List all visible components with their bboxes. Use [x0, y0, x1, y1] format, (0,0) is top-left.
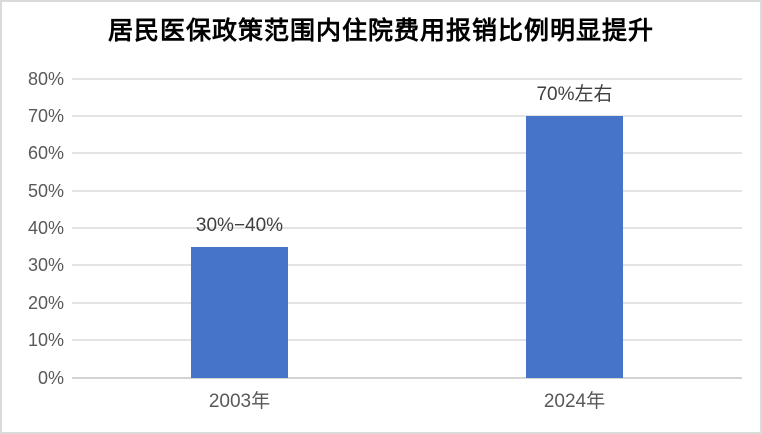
- y-axis-tick-label: 20%: [27, 292, 64, 313]
- y-axis-tick-label: 10%: [27, 330, 64, 351]
- gridline: [72, 114, 742, 117]
- y-axis-tick-label: 60%: [27, 143, 64, 164]
- gridline: [72, 264, 742, 267]
- x-axis-category-label: 2024年: [543, 391, 606, 412]
- chart-title: 居民医保政策范围内住院费用报销比例明显提升: [107, 17, 654, 45]
- bar-value-label: 30%−40%: [195, 214, 284, 236]
- gridline: [72, 152, 742, 155]
- bar-2024年: [526, 115, 623, 378]
- y-axis-tick-label: 40%: [27, 218, 64, 238]
- gridline: [72, 189, 742, 192]
- y-axis-tick-label: 70%: [27, 105, 64, 126]
- gridline: [72, 339, 742, 342]
- x-axis-category-label: 2003年: [208, 391, 271, 412]
- bar-value-label: 70%左右: [536, 83, 613, 105]
- y-axis-tick-label: 50%: [27, 180, 64, 201]
- y-axis-tick-label: 30%: [27, 255, 64, 276]
- y-axis-tick-label: 80%: [27, 68, 64, 89]
- y-axis-tick-label: 0%: [37, 367, 64, 388]
- gridline: [72, 77, 742, 80]
- bar-2003年: [191, 246, 288, 378]
- gridline: [72, 227, 742, 229]
- x-axis-line: [72, 376, 742, 379]
- gridline: [72, 301, 742, 304]
